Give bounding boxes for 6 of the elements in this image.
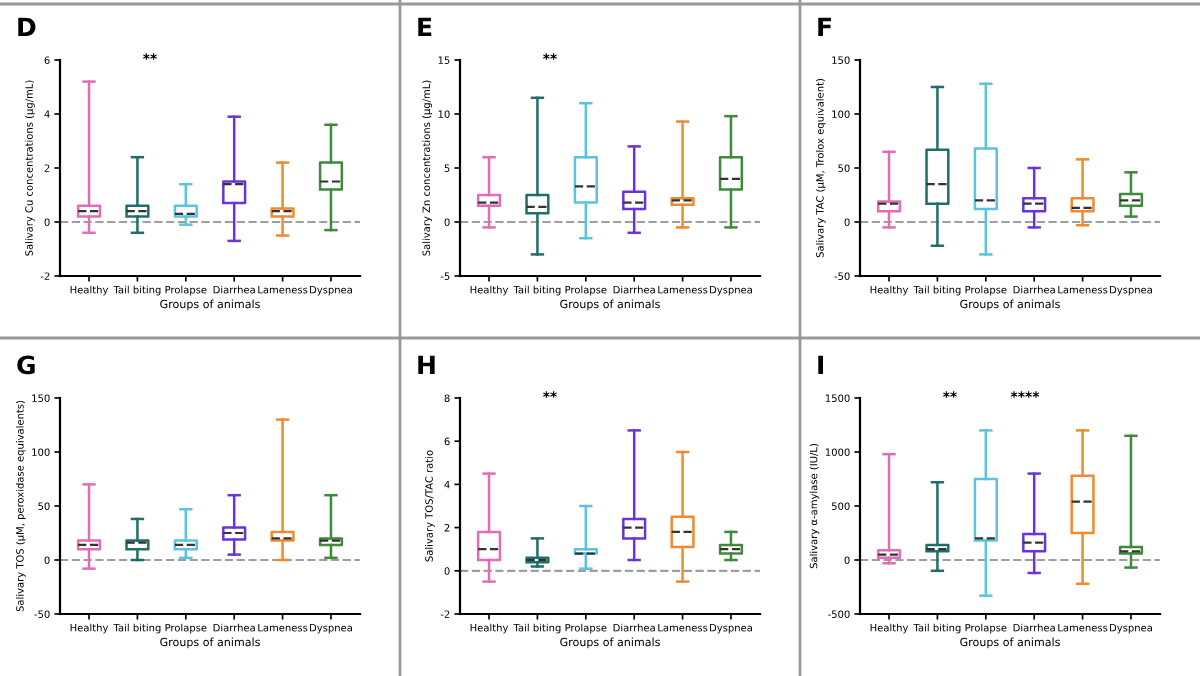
chart-title: E <box>418 17 432 36</box>
chart-title: G <box>17 355 35 375</box>
chart-title: D <box>18 17 36 36</box>
chart-title: I <box>818 355 823 374</box>
chart-title: F <box>818 17 831 36</box>
chart-title: H <box>418 355 435 374</box>
